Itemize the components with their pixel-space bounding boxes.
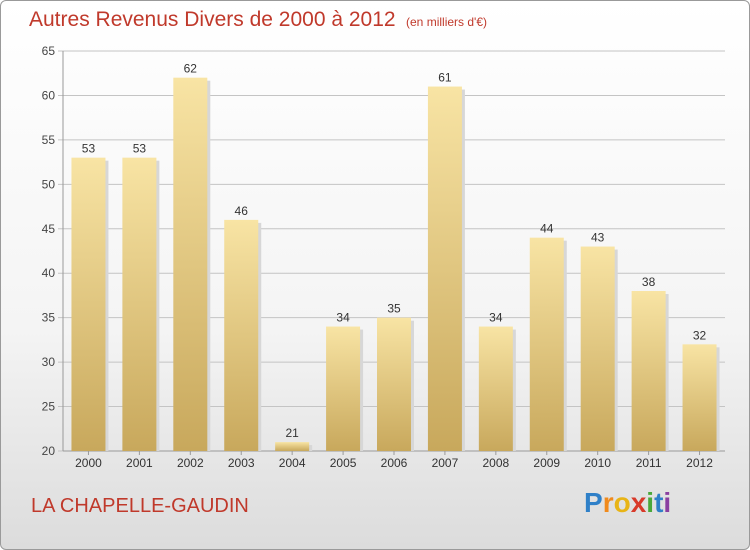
bar <box>173 77 208 452</box>
y-tick-label: 55 <box>42 133 56 147</box>
data-label: 46 <box>235 204 249 218</box>
bar <box>326 326 361 451</box>
x-tick-label: 2008 <box>482 456 509 470</box>
data-label: 53 <box>82 142 96 156</box>
bar <box>631 291 666 451</box>
data-label: 34 <box>489 311 503 325</box>
y-tick-label: 40 <box>42 266 56 280</box>
bar <box>122 157 157 451</box>
data-label: 21 <box>285 426 299 440</box>
x-tick-label: 2009 <box>533 456 560 470</box>
x-tick-label: 2005 <box>330 456 357 470</box>
logo-letter: i <box>663 487 672 518</box>
proxiti-logo: Proxiti <box>584 487 671 519</box>
x-tick-label: 2003 <box>228 456 255 470</box>
logo-letter: x <box>630 487 647 518</box>
data-label: 43 <box>591 231 605 245</box>
data-label: 38 <box>642 275 656 289</box>
logo-letter: t <box>654 487 664 518</box>
chart-title: Autres Revenus Divers de 2000 à 2012 <box>29 8 396 31</box>
bar <box>529 237 564 451</box>
bar <box>224 219 259 451</box>
data-label: 61 <box>438 71 452 85</box>
data-label: 53 <box>133 142 147 156</box>
y-tick-label: 65 <box>42 44 56 58</box>
y-tick-label: 30 <box>42 355 56 369</box>
y-tick-label: 25 <box>42 400 56 414</box>
x-tick-label: 2002 <box>177 456 204 470</box>
data-label: 34 <box>336 311 350 325</box>
y-tick-label: 20 <box>42 444 56 458</box>
logo-letter: r <box>602 487 614 518</box>
data-label: 62 <box>184 62 198 76</box>
x-tick-label: 2001 <box>126 456 153 470</box>
x-tick-label: 2010 <box>584 456 611 470</box>
chart-subtitle: (en milliers d'€) <box>406 15 487 29</box>
x-tick-label: 2007 <box>432 456 459 470</box>
y-tick-label: 35 <box>42 311 56 325</box>
x-tick-label: 2000 <box>75 456 102 470</box>
bar <box>377 317 411 451</box>
bar <box>580 246 615 451</box>
logo-letter: o <box>613 487 631 518</box>
x-tick-label: 2011 <box>636 456 662 470</box>
logo-letter: i <box>646 487 655 518</box>
y-tick-label: 60 <box>42 88 56 102</box>
x-tick-label: 2006 <box>381 456 408 470</box>
y-tick-label: 50 <box>42 177 56 191</box>
bar <box>478 326 513 451</box>
town-name: LA CHAPELLE-GAUDIN <box>31 495 249 517</box>
title-row: Autres Revenus Divers de 2000 à 2012 (en… <box>29 8 487 32</box>
bar <box>71 157 106 451</box>
data-label: 35 <box>387 302 401 316</box>
bar <box>275 442 310 451</box>
y-tick-label: 45 <box>42 222 56 236</box>
bar <box>682 344 717 451</box>
bar <box>427 86 462 452</box>
logo-letter: P <box>584 487 603 518</box>
x-tick-label: 2012 <box>686 456 713 470</box>
data-label: 32 <box>693 328 707 342</box>
x-tick-label: 2004 <box>279 456 306 470</box>
data-label: 44 <box>540 222 554 236</box>
